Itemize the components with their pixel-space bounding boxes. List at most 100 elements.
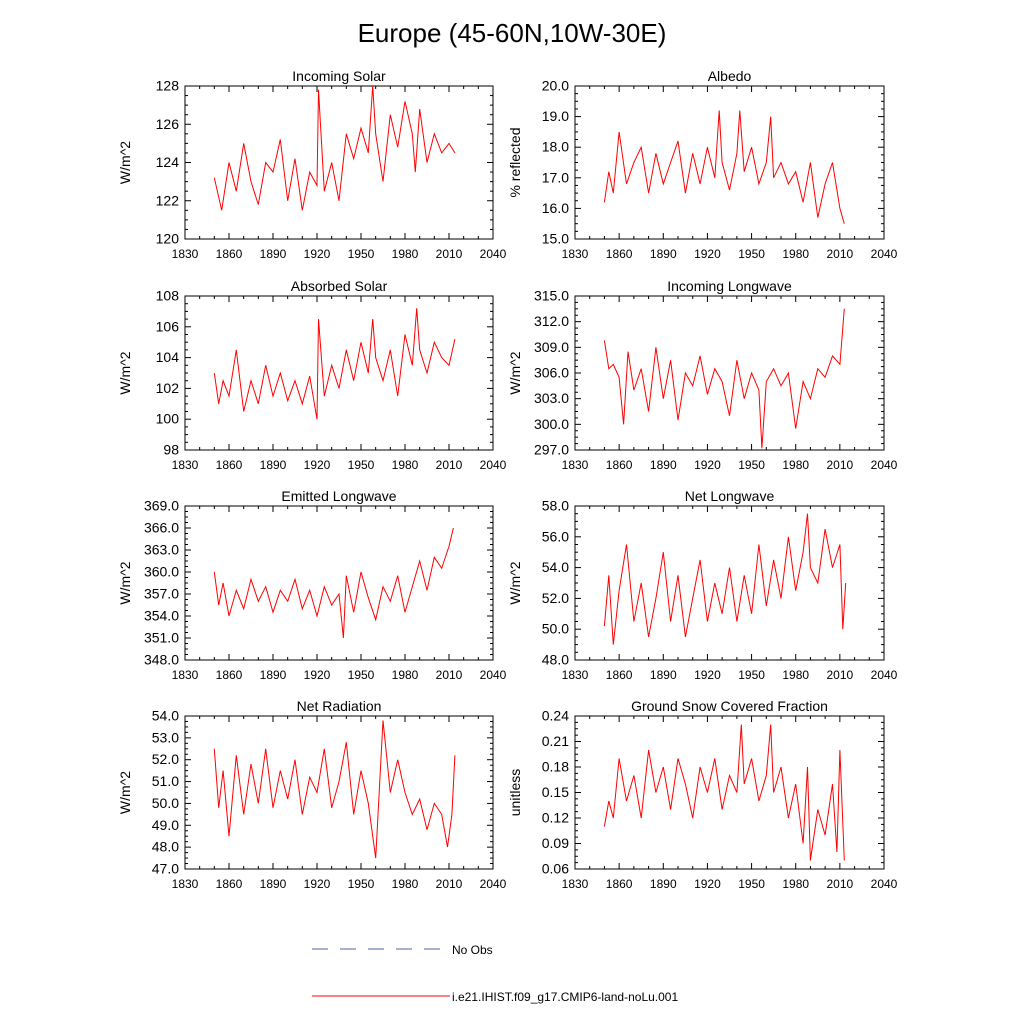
y-tick-label: 351.0 (144, 630, 179, 646)
panel-4: Emitted Longwave W/m^2 1830 1860 1890 1920 195… (117, 488, 507, 682)
x-tick-label: 2040 (480, 668, 507, 682)
y-tick-label: 16.0 (542, 200, 569, 216)
x-tick-label: 2010 (827, 247, 854, 261)
figure-title: Europe (45-60N,10W-30E) (358, 18, 667, 48)
y-tick-label: 309.0 (534, 339, 569, 355)
x-tick-label: 2010 (827, 668, 854, 682)
legend: No Obs i.e21.IHIST.f09_g17.CMIP6-land-no… (312, 943, 678, 1004)
x-tick-label: 2010 (827, 458, 854, 472)
y-tick-label: 56.0 (542, 528, 569, 544)
y-tick-label: 303.0 (534, 390, 569, 406)
y-tick-label: 108 (156, 288, 180, 304)
x-tick-label: 1860 (216, 247, 243, 261)
y-tick-label: 98 (163, 442, 179, 458)
series-line-0 (213, 527, 454, 639)
x-tick-label: 1950 (348, 247, 375, 261)
x-tick-label: 1890 (650, 458, 677, 472)
x-tick-label: 1980 (782, 877, 809, 891)
y-tick-label: 0.18 (542, 759, 569, 775)
x-tick-label: 2040 (871, 247, 898, 261)
y-tick-label: 102 (156, 380, 180, 396)
x-tick-label: 1890 (260, 668, 287, 682)
y-tick-label: 54.0 (152, 708, 179, 724)
plot-frame (574, 505, 885, 661)
plot-frame (184, 715, 494, 870)
x-tick-label: 1860 (216, 458, 243, 472)
panel-title: Incoming Longwave (667, 278, 792, 294)
y-tick-label: 315.0 (534, 288, 569, 304)
x-tick-label: 2040 (480, 877, 507, 891)
panels-container: Incoming Solar W/m^2 1830 1860 1890 1920 1950 1… (117, 68, 898, 891)
panel-title: Albedo (708, 68, 752, 84)
series-line-0 (603, 110, 845, 224)
x-tick-label: 2040 (871, 877, 898, 891)
x-tick-label: 1950 (738, 458, 765, 472)
x-tick-label: 2010 (436, 458, 463, 472)
y-tick-label: 52.0 (152, 751, 179, 767)
x-tick-label: 2040 (480, 458, 507, 472)
x-tick-label: 1920 (304, 877, 331, 891)
x-tick-label: 1920 (694, 877, 721, 891)
panel-2: Absorbed Solar W/m^2 1830 1860 1890 1920 1950 1… (117, 278, 507, 472)
y-tick-label: 48.0 (152, 839, 179, 855)
x-tick-label: 1980 (782, 247, 809, 261)
y-tick-label: 50.0 (152, 795, 179, 811)
panel-3: Incoming Longwave W/m^2 1830 1860 1890 1920 19… (507, 278, 898, 472)
x-tick-label: 1980 (392, 877, 419, 891)
panel-title: Net Longwave (685, 488, 775, 504)
x-tick-label: 1860 (216, 668, 243, 682)
x-tick-label: 1890 (260, 458, 287, 472)
x-tick-label: 1860 (606, 668, 633, 682)
series-line-0 (603, 724, 845, 861)
x-tick-label: 1980 (392, 668, 419, 682)
x-tick-label: 1980 (782, 668, 809, 682)
x-tick-label: 1830 (172, 877, 199, 891)
x-tick-label: 1890 (260, 877, 287, 891)
y-tick-label: 51.0 (152, 773, 179, 789)
x-tick-label: 1890 (650, 668, 677, 682)
x-tick-label: 2010 (436, 668, 463, 682)
panel-title: Emitted Longwave (281, 488, 396, 504)
x-tick-label: 1950 (348, 668, 375, 682)
y-tick-label: 0.15 (542, 784, 569, 800)
y-tick-label: 120 (156, 231, 180, 247)
y-tick-label: 0.12 (542, 810, 569, 826)
plot-frame (574, 715, 885, 870)
y-tick-label: 0.06 (542, 861, 569, 877)
y-tick-label: 360.0 (144, 564, 179, 580)
plot-frame (184, 85, 494, 240)
y-tick-label: 126 (156, 116, 180, 132)
x-tick-label: 1830 (562, 668, 589, 682)
x-tick-label: 1830 (562, 247, 589, 261)
y-tick-label: 49.0 (152, 817, 179, 833)
x-tick-label: 1920 (694, 668, 721, 682)
x-tick-label: 1860 (606, 458, 633, 472)
plot-frame (184, 505, 494, 661)
x-tick-label: 1950 (738, 247, 765, 261)
panel-title: Ground Snow Covered Fraction (631, 698, 828, 714)
y-tick-label: 18.0 (542, 139, 569, 155)
x-tick-label: 1950 (348, 458, 375, 472)
y-tick-label: 357.0 (144, 586, 179, 602)
x-tick-label: 1860 (216, 877, 243, 891)
y-tick-label: 19.0 (542, 108, 569, 124)
y-tick-label: 47.0 (152, 861, 179, 877)
x-tick-label: 1920 (304, 458, 331, 472)
y-axis-label: W/m^2 (117, 561, 133, 604)
y-tick-label: 363.0 (144, 542, 179, 558)
y-axis-label: W/m^2 (117, 771, 133, 814)
x-tick-label: 1860 (606, 247, 633, 261)
x-tick-label: 1830 (172, 458, 199, 472)
y-axis-label: W/m^2 (507, 561, 523, 604)
y-tick-label: 17.0 (542, 169, 569, 185)
y-tick-label: 0.24 (542, 708, 569, 724)
panel-title: Net Radiation (297, 698, 382, 714)
x-tick-label: 1830 (562, 877, 589, 891)
panel-5: Net Longwave W/m^2 1830 1860 1890 1920 1950 198… (507, 488, 898, 682)
x-tick-label: 1980 (392, 458, 419, 472)
x-tick-label: 1830 (172, 247, 199, 261)
panel-1: Albedo % reflected 1830 1860 1890 1920 1950 198… (507, 68, 898, 261)
y-tick-label: 306.0 (534, 365, 569, 381)
y-axis-label: W/m^2 (507, 351, 523, 394)
y-tick-label: 48.0 (542, 652, 569, 668)
